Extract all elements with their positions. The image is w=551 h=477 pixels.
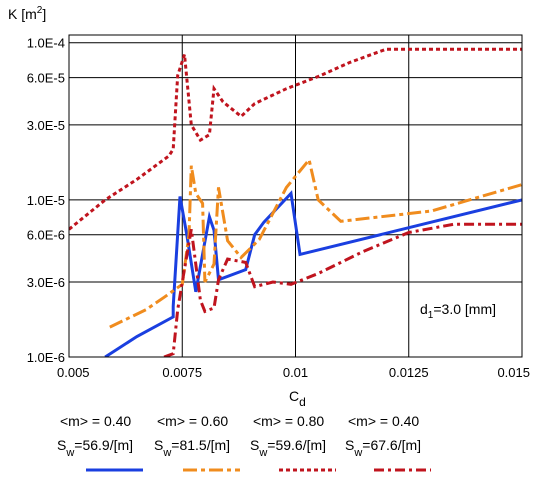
x-tick-label: 0.0125 [389, 365, 429, 380]
x-tick-label: 0.015 [497, 365, 530, 380]
y-tick-label: 3.0E-5 [27, 118, 65, 133]
x-axis-label: Cd [289, 388, 306, 409]
legend-m-label: <m> = 0.80 [253, 413, 324, 429]
y-tick-label: 1.0E-4 [27, 36, 65, 51]
legend-m-label: <m> = 0.40 [348, 413, 419, 429]
legend-m-label: <m> = 0.40 [60, 413, 131, 429]
y-tick-label: 3.0E-6 [27, 275, 65, 290]
y-tick-label: 1.0E-6 [27, 350, 65, 365]
legend: <m> = 0.40 Sw=56.9/[m] <m> = 0.60 Sw=81.5/[… [57, 413, 431, 472]
x-tick-label: 0.005 [57, 365, 90, 380]
y-tick-label: 1.0E-5 [27, 193, 65, 208]
legend-s-label: Sw=81.5/[m] [154, 437, 230, 459]
series-group [69, 47, 522, 357]
x-tick-labels: 0.005 0.0075 0.01 0.0125 0.015 [57, 365, 530, 380]
series-line-3 [69, 47, 522, 231]
legend-s-label: Sw=59.6/[m] [250, 437, 326, 459]
plot-frame [68, 34, 523, 358]
series-line-4 [163, 222, 522, 357]
diameter-annotation: d1=3.0 [mm] [420, 301, 496, 321]
legend-s-label: Sw=56.9/[m] [57, 437, 133, 459]
series-layer [69, 47, 522, 357]
y-tick-labels: 1.0E-4 6.0E-5 3.0E-5 1.0E-5 6.0E-6 3.0E-6 1.0E… [27, 36, 65, 365]
x-tick-label: 0.01 [283, 365, 308, 380]
y-tick-label: 6.0E-6 [27, 228, 65, 243]
legend-m-label: <m> = 0.60 [157, 413, 228, 429]
legend-s-label: Sw=67.6/[m] [345, 437, 421, 459]
y-axis-label: K [m2] [8, 5, 46, 22]
y-tick-label: 6.0E-5 [27, 71, 65, 86]
x-tick-label: 0.0075 [162, 365, 202, 380]
